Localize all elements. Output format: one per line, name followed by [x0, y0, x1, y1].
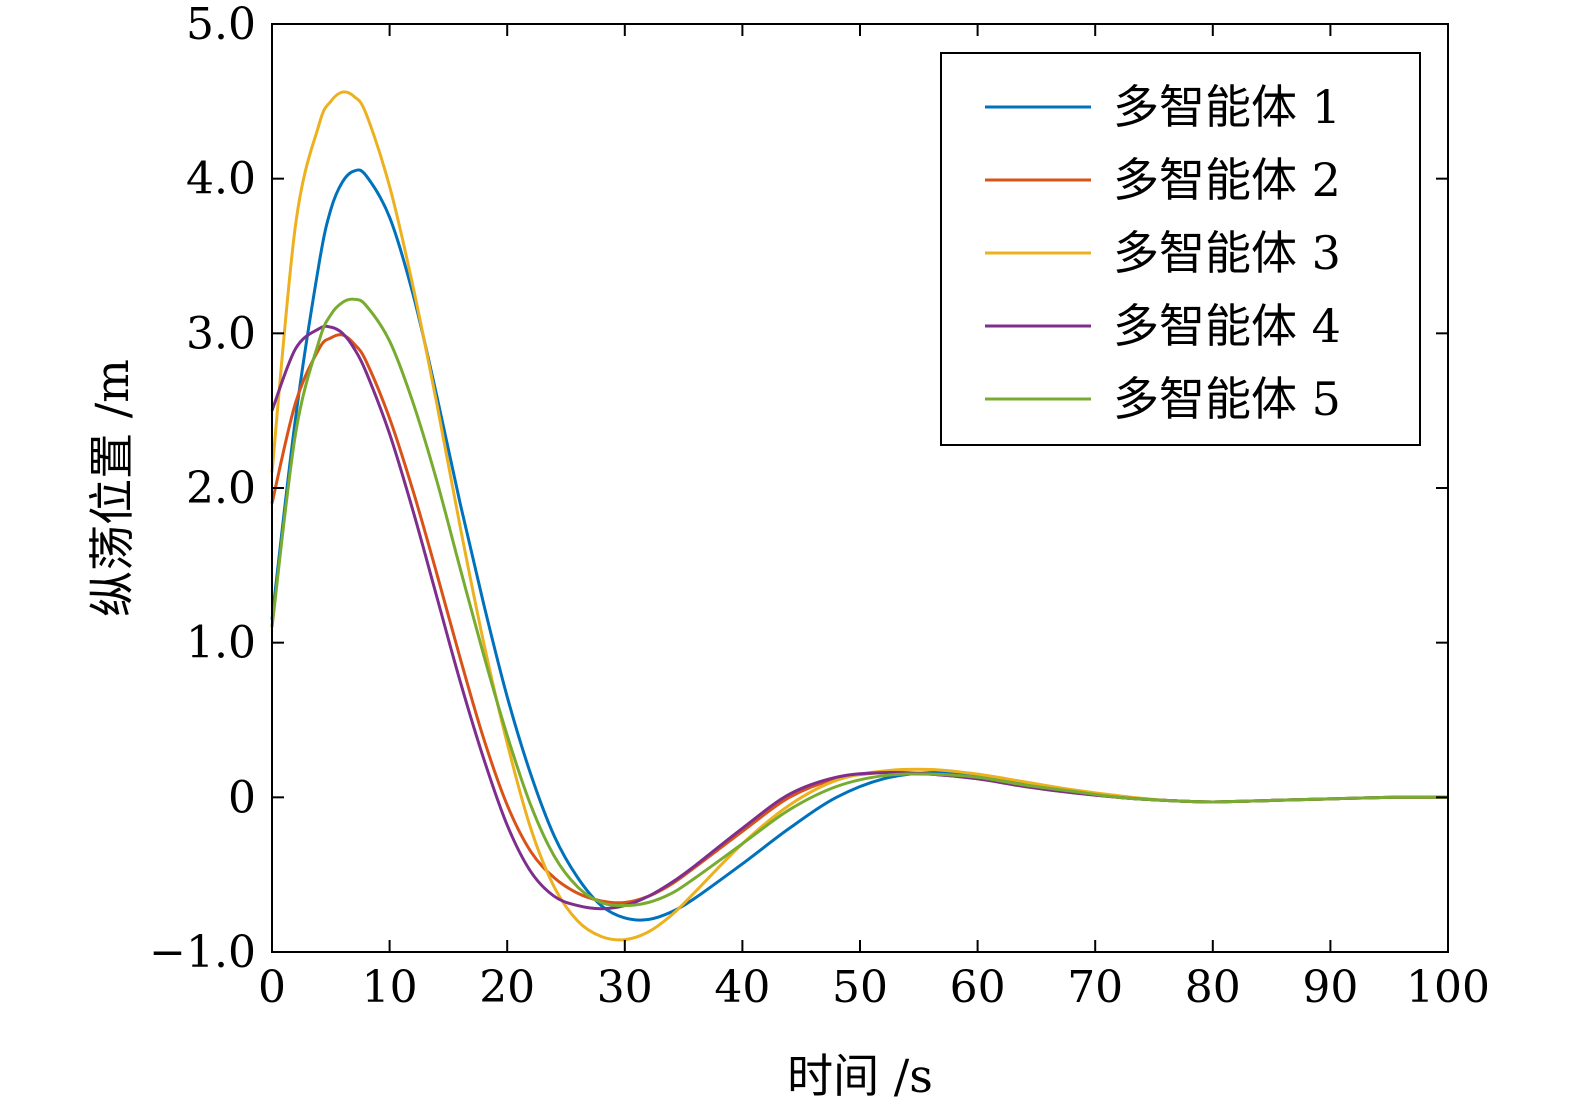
- legend-label-1: 多智能体 1: [1113, 80, 1341, 134]
- legend-label-2: 多智能体 2: [1113, 153, 1341, 207]
- legend: 多智能体 1 多智能体 2 多智能体 3 多智能体 4 多智能体 5: [940, 52, 1421, 446]
- y-tick-label: 3.0: [186, 308, 256, 359]
- x-axis-label: 时间 /s: [787, 1049, 933, 1103]
- x-tick-label: 10: [362, 962, 418, 1013]
- x-tick-label: 20: [479, 962, 535, 1013]
- legend-label-4: 多智能体 4: [1113, 299, 1341, 353]
- x-tick-label: 70: [1067, 962, 1123, 1013]
- series-line-3: [270, 90, 1449, 942]
- x-tick-label: 40: [714, 962, 770, 1013]
- x-tick-label: 0: [258, 962, 286, 1013]
- x-tick-label: 50: [832, 962, 888, 1013]
- y-tick-label: 1.0: [186, 618, 256, 669]
- y-tick-label: −1.0: [149, 927, 256, 978]
- series-layer: [270, 90, 1449, 942]
- legend-label-3: 多智能体 3: [1113, 226, 1341, 280]
- y-axis-label: 纵荡位置 /m: [85, 359, 139, 617]
- y-tick-label: 0: [228, 772, 256, 823]
- x-tick-label: 90: [1302, 962, 1358, 1013]
- y-tick-label: 2.0: [186, 463, 256, 514]
- y-tick-label: 5.0: [186, 0, 256, 50]
- x-tick-label: 60: [950, 962, 1006, 1013]
- y-tick-label: 4.0: [186, 154, 256, 205]
- x-tick-label: 100: [1406, 962, 1490, 1013]
- series-line-5: [270, 297, 1449, 908]
- legend-box: [940, 52, 1421, 446]
- legend-label-5: 多智能体 5: [1113, 372, 1341, 426]
- x-tick-label: 80: [1185, 962, 1241, 1013]
- ticks-layer: 0 10 20 30 40 50 60 70 80 90 100−1.001.02.03.04.05…: [149, 0, 1490, 1013]
- x-tick-label: 30: [597, 962, 653, 1013]
